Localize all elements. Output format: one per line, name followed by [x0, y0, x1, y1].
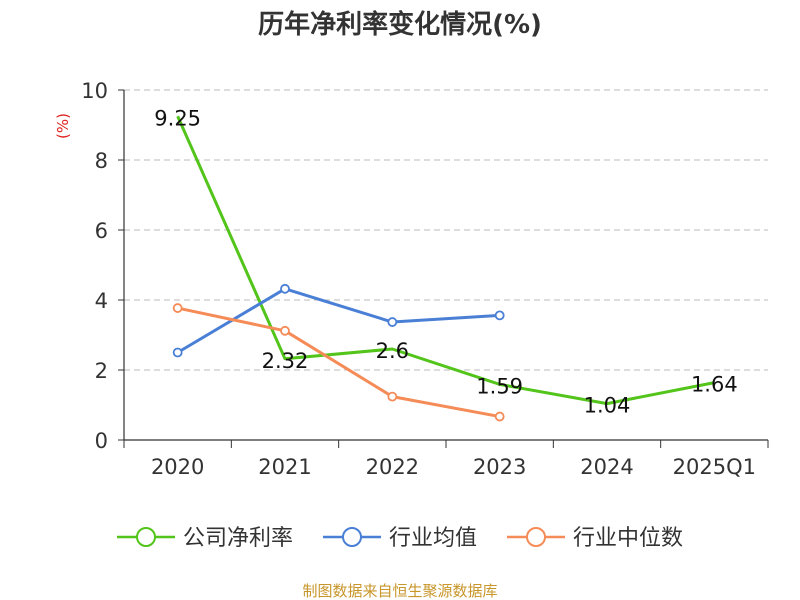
data-point — [172, 303, 183, 313]
x-tick-label: 2021 — [258, 455, 311, 479]
data-point — [387, 391, 398, 402]
y-tick-label: 6 — [95, 219, 108, 243]
legend-label: 行业均值 — [389, 526, 477, 551]
legend-label: 公司净利率 — [183, 526, 293, 551]
series-0 — [176, 115, 715, 406]
y-tick-label: 10 — [81, 79, 108, 103]
data-point — [280, 325, 290, 336]
data-labels: 9.25 2.32 2.6 1.59 1.04 1.64 — [154, 106, 737, 417]
data-point — [172, 347, 183, 358]
data-label: 9.25 — [154, 106, 201, 130]
series-1 — [172, 283, 505, 358]
data-point — [494, 411, 505, 422]
data-label: 2.32 — [262, 349, 309, 373]
x-tick-label: 2024 — [580, 455, 633, 479]
axes: 0 2 4 6 8 10 2020 2021 2022 2023 2024 2025Q1 — [81, 79, 769, 479]
legend-label: 行业中位数 — [573, 526, 683, 551]
legend-item-2: 行业中位数 — [507, 526, 683, 551]
data-point — [387, 317, 398, 327]
data-point — [494, 310, 505, 321]
series-line — [176, 115, 715, 406]
series-layer — [172, 115, 715, 422]
y-axis-label: (%) — [54, 113, 72, 139]
series-2 — [172, 303, 505, 422]
data-label: 1.59 — [476, 374, 523, 398]
x-tick-label: 2025Q1 — [673, 455, 756, 479]
x-tick-label: 2020 — [151, 455, 204, 479]
y-tick-label: 2 — [95, 359, 108, 383]
legend-item-0: 公司净利率 — [117, 526, 293, 551]
data-label: 2.6 — [376, 339, 409, 363]
series-line — [177, 306, 500, 419]
legend-marker-icon — [342, 527, 362, 547]
grid-lines — [124, 89, 768, 371]
y-tick-label: 4 — [95, 289, 108, 313]
source-note: 制图数据来自恒生聚源数据库 — [302, 582, 497, 600]
legend-marker-icon — [136, 527, 156, 547]
legend: 公司净利率 行业均值 行业中位数 — [117, 526, 683, 551]
x-tick-label: 2023 — [473, 455, 526, 479]
data-label: 1.04 — [584, 394, 631, 418]
legend-marker-icon — [526, 527, 546, 547]
x-tick-label: 2022 — [366, 455, 419, 479]
chart-title: 历年净利率变化情况(%) — [258, 9, 542, 40]
data-point — [280, 283, 290, 294]
series-line — [176, 287, 500, 354]
data-label: 1.64 — [691, 373, 738, 397]
legend-item-1: 行业均值 — [323, 526, 477, 551]
y-tick-label: 8 — [95, 149, 108, 173]
y-tick-label: 0 — [95, 429, 108, 453]
